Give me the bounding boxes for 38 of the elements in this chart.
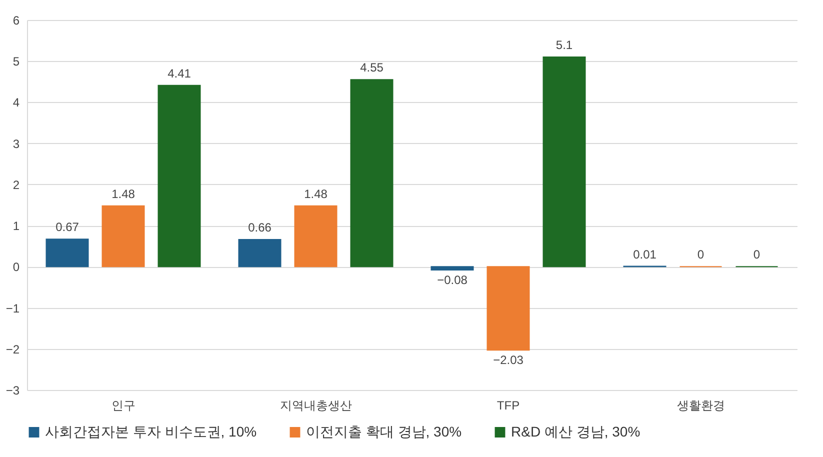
data-label: 4.41 xyxy=(168,66,192,80)
y-tick-label: 2 xyxy=(12,178,20,192)
y-tick-label: 0 xyxy=(12,260,20,274)
bar xyxy=(486,266,530,351)
data-label: 0 xyxy=(697,248,704,262)
y-tick-label: 4 xyxy=(12,96,20,110)
data-label: −0.08 xyxy=(437,272,468,287)
bar xyxy=(46,238,89,268)
y-tick-label: 3 xyxy=(12,136,20,151)
data-label: 0.01 xyxy=(633,247,657,262)
bar xyxy=(350,79,394,268)
legend-label: R&D 예산 경남, 30% xyxy=(511,423,640,440)
data-label: 1.48 xyxy=(304,186,328,201)
bar xyxy=(102,205,145,268)
bar xyxy=(294,205,338,268)
bar xyxy=(430,266,474,270)
legend-label: 사회간접자본 투자 비수도권, 10% xyxy=(45,423,257,440)
y-tick-label: 1 xyxy=(12,219,20,234)
bar xyxy=(158,84,201,268)
data-label: 0.66 xyxy=(248,220,272,235)
y-tick-label: 6 xyxy=(12,14,20,28)
legend-label: 이전지출 확대 경남, 30% xyxy=(306,423,462,440)
x-tick-label: TFP xyxy=(496,398,520,412)
y-tick-label: −2 xyxy=(6,342,20,356)
bar xyxy=(542,56,586,268)
y-tick-label: −1 xyxy=(6,301,20,316)
x-tick-label: 인구 xyxy=(111,398,136,412)
data-label: 4.55 xyxy=(360,60,384,75)
data-label: 0 xyxy=(753,248,760,262)
x-tick-label: 생활환경 xyxy=(676,398,725,412)
data-label: −2.03 xyxy=(493,353,524,368)
x-tick-label: 지역내총생산 xyxy=(280,398,352,412)
data-label: 5.1 xyxy=(556,38,573,52)
data-label: 1.48 xyxy=(112,186,136,201)
y-tick-label: −3 xyxy=(6,384,20,398)
data-label: 0.67 xyxy=(56,220,80,234)
bar xyxy=(238,239,282,268)
y-tick-label: 5 xyxy=(12,54,20,69)
